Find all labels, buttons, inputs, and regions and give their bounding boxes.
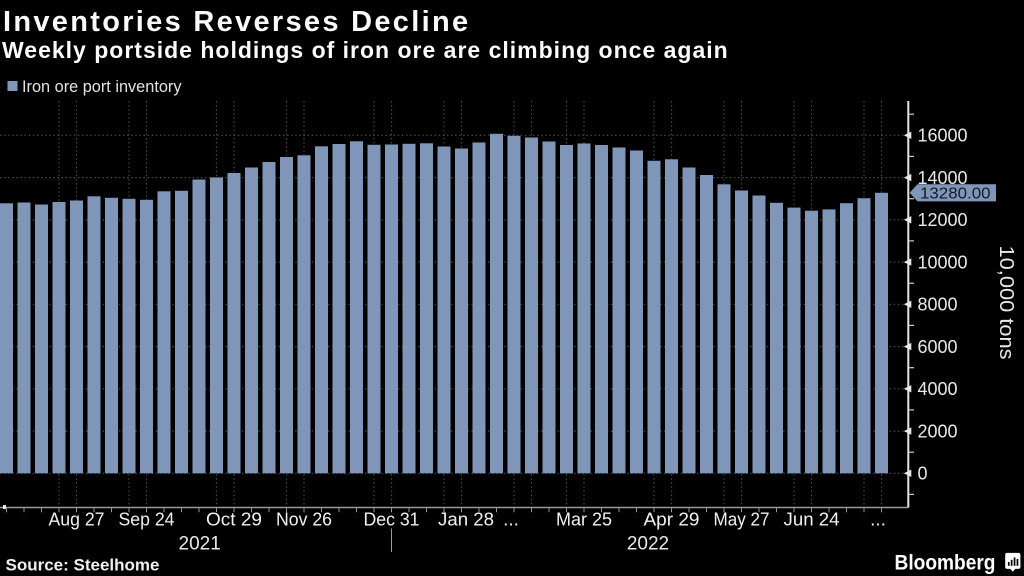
svg-text:Weekly portside holdings of ir: Weekly portside holdings of iron ore are… (2, 37, 729, 63)
svg-text:6000: 6000 (918, 337, 958, 357)
svg-text:4000: 4000 (918, 379, 958, 399)
svg-text:8000: 8000 (918, 295, 958, 315)
svg-text:Bloomberg: Bloomberg (895, 552, 996, 575)
svg-text:2021: 2021 (179, 534, 221, 555)
svg-text:0: 0 (918, 464, 928, 484)
svg-text:Nov 26: Nov 26 (276, 509, 332, 530)
svg-text:Sep 24: Sep 24 (119, 509, 175, 530)
svg-text:Mar 25: Mar 25 (556, 509, 612, 530)
svg-text:Jun 24: Jun 24 (784, 509, 840, 530)
svg-text:Inventories Reverses Decline: Inventories Reverses Decline (3, 6, 470, 38)
svg-text:14000: 14000 (918, 168, 968, 188)
svg-text:Iron ore port inventory: Iron ore port inventory (22, 77, 182, 96)
svg-text:2022: 2022 (627, 534, 669, 555)
svg-text:Dec 31: Dec 31 (364, 509, 420, 530)
svg-text:12000: 12000 (918, 210, 968, 230)
svg-text:...: ... (870, 510, 886, 531)
svg-text:10,000 tons: 10,000 tons (995, 246, 1017, 360)
svg-text:May 27: May 27 (714, 509, 770, 530)
svg-text:10000: 10000 (918, 252, 968, 272)
svg-text:...: ... (503, 510, 519, 531)
svg-text:13280.00: 13280.00 (920, 186, 991, 203)
svg-text:Jan 28: Jan 28 (438, 509, 494, 530)
svg-text:Aug 27: Aug 27 (49, 509, 105, 530)
svg-text:16000: 16000 (918, 126, 968, 146)
svg-text:Oct 29: Oct 29 (206, 509, 262, 530)
svg-text:2000: 2000 (918, 421, 958, 441)
svg-text:Source: Steelhome: Source: Steelhome (6, 556, 160, 575)
svg-text:Apr 29: Apr 29 (644, 509, 700, 530)
